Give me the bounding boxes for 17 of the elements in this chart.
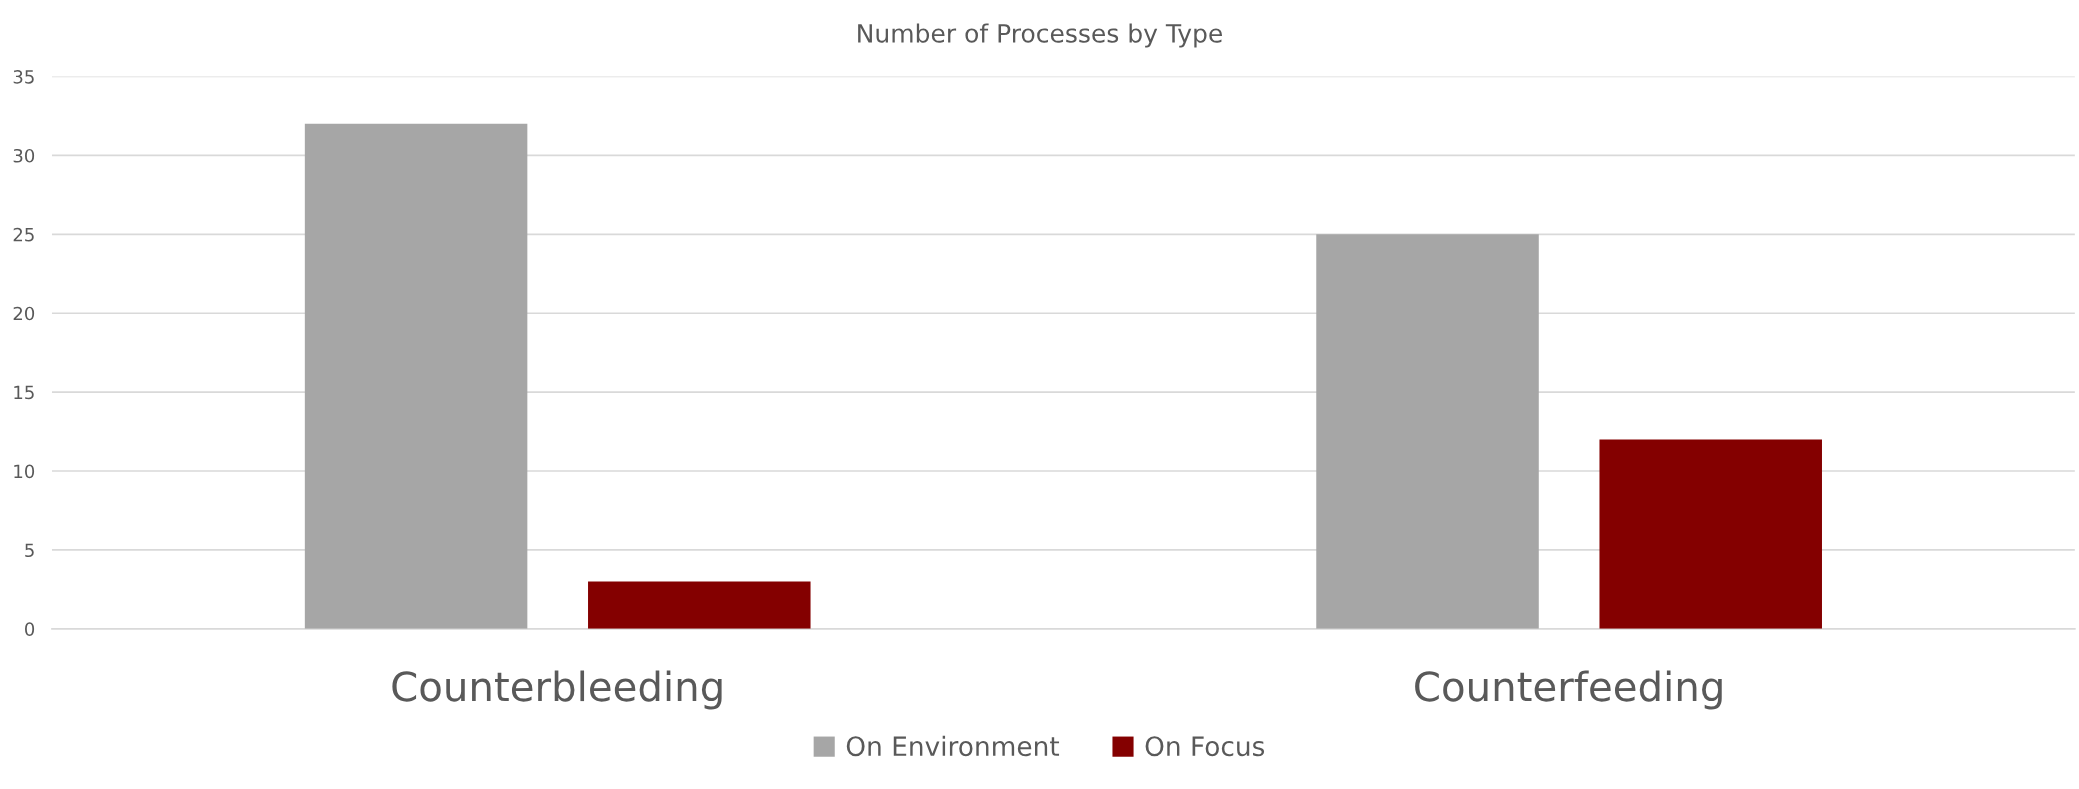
- legend-label: On Environment: [846, 735, 1060, 757]
- y-tick-label: 10: [14, 464, 35, 479]
- y-tick-label: 15: [14, 385, 34, 400]
- y-tick-label: 25: [13, 227, 34, 242]
- bar: [1316, 234, 1539, 629]
- bar: [304, 123, 528, 629]
- y-tick-label: 0: [25, 622, 35, 636]
- chart-title: Number of Processes by Type: [858, 23, 1222, 48]
- legend-label: On Focus: [1145, 736, 1265, 757]
- x-tick-label: Counterfeeding: [1415, 670, 1722, 710]
- y-tick-label: 5: [25, 543, 34, 558]
- y-tick-label: 20: [13, 306, 35, 321]
- y-tick-label: 35: [13, 69, 34, 84]
- bar: [588, 581, 811, 629]
- y-tick-label: 30: [13, 148, 35, 163]
- bar: [1599, 439, 1822, 629]
- x-tick-label: Counterbleeding: [392, 670, 722, 710]
